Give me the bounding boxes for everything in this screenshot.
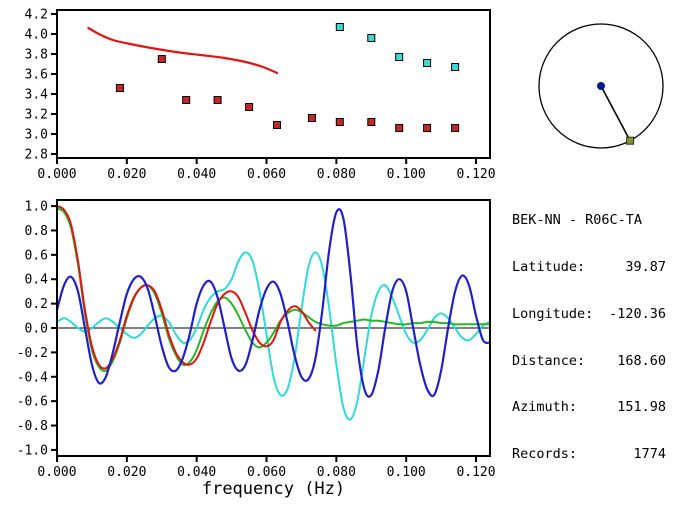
- x-tick-label: 0.000: [37, 465, 76, 480]
- y-tick-label: 0.0: [25, 322, 48, 337]
- series-red-trace: [56, 205, 317, 370]
- series-green-trace: [56, 207, 491, 373]
- y-tick-label: 3.0: [25, 128, 48, 143]
- azimuth-diagram: [538, 23, 664, 149]
- marker-measured-points-red: [335, 118, 344, 126]
- x-tick-label: 0.100: [387, 167, 426, 182]
- y-tick-label: -0.6: [17, 395, 48, 410]
- azimuth-circle: [538, 23, 664, 149]
- latitude-value: 39.87: [625, 258, 666, 275]
- marker-measured-points-red: [213, 96, 222, 104]
- y-tick-label: 3.8: [25, 48, 48, 63]
- longitude-value: -120.36: [609, 305, 666, 322]
- marker-measured-points-red: [423, 124, 432, 132]
- marker-measured-points-red: [245, 103, 254, 111]
- info-row-distance: Distance: 168.60: [512, 352, 666, 370]
- marker-measured-points-cyan: [395, 53, 404, 61]
- x-tick-label: 0.020: [107, 167, 146, 182]
- distance-value: 168.60: [617, 352, 666, 369]
- info-row-longitude: Longitude: -120.36: [512, 305, 666, 323]
- latitude-label: Latitude:: [512, 258, 586, 275]
- y-tick-label: 0.8: [25, 224, 48, 239]
- azimuth-value: 151.98: [617, 399, 666, 416]
- x-tick-label: 0.040: [177, 167, 216, 182]
- marker-measured-points-red: [395, 124, 404, 132]
- info-row-azimuth: Azimuth: 151.98: [512, 400, 666, 416]
- marker-measured-points-cyan: [367, 34, 376, 42]
- longitude-label: Longitude:: [512, 305, 594, 322]
- y-tick-label: 1.0: [25, 200, 48, 215]
- distance-label: Distance:: [512, 352, 586, 369]
- marker-measured-points-red: [273, 121, 281, 129]
- y-tick-label: 0.6: [25, 248, 48, 263]
- marker-measured-points-red: [307, 114, 316, 122]
- marker-measured-points-cyan: [335, 23, 344, 31]
- x-axis-title: frequency (Hz): [202, 479, 345, 499]
- reference-station-dot: [597, 82, 605, 90]
- marker-measured-points-red: [115, 84, 124, 92]
- x-tick-label: 0.000: [37, 167, 76, 182]
- y-tick-label: 0.2: [25, 297, 48, 312]
- azimuth-line: [600, 85, 631, 142]
- marker-measured-points-cyan: [423, 59, 432, 67]
- plot-frame: [56, 9, 491, 159]
- x-tick-label: 0.060: [247, 167, 286, 182]
- y-tick-label: 3.6: [25, 68, 48, 83]
- azimuth-label: Azimuth:: [512, 399, 578, 416]
- station-info: BEK-NN - R06C-TA Latitude: 39.87 Longitu…: [512, 182, 666, 494]
- y-tick-label: -0.8: [17, 419, 48, 434]
- marker-measured-points-cyan: [451, 63, 460, 71]
- x-tick-label: 0.100: [387, 465, 426, 480]
- waveform-chart: 0.000 0.020 0.040 0.060 0.080 0.100 0.120 1.0 0.…: [17, 199, 496, 499]
- y-tick-label: 0.4: [25, 273, 49, 288]
- y-tick-label: 4.0: [25, 28, 48, 43]
- x-tick-label: 0.040: [177, 465, 216, 480]
- marker-measured-points-red: [367, 118, 376, 126]
- y-tick-label: -0.4: [17, 370, 48, 385]
- series-cyan-trace: [56, 251, 491, 421]
- y-tick-label: -0.2: [17, 346, 48, 361]
- target-station-marker: [626, 136, 635, 145]
- x-tick-label: 0.080: [317, 167, 356, 182]
- x-tick-label: 0.020: [107, 465, 146, 480]
- y-tick-label: 4.2: [25, 8, 48, 23]
- y-tick-label: 2.8: [25, 148, 48, 163]
- x-tick-label: 0.120: [456, 167, 495, 182]
- y-tick-label: 3.4: [25, 88, 49, 103]
- records-label: Records:: [512, 446, 578, 463]
- x-tick-label: 0.120: [456, 465, 495, 480]
- x-tick-label: 0.060: [247, 465, 286, 480]
- station-pair-title: BEK-NN - R06C-TA: [512, 212, 643, 229]
- dispersion-chart: 0.000 0.020 0.040 0.060 0.080 0.100 0.120 2.8 3.…: [25, 8, 496, 183]
- info-row-latitude: Latitude: 39.87: [512, 258, 666, 276]
- records-value: 1774: [633, 446, 666, 463]
- marker-measured-points-red: [157, 55, 166, 63]
- x-tick-label: 0.080: [317, 465, 356, 480]
- marker-measured-points-red: [182, 96, 191, 104]
- marker-measured-points-red: [451, 124, 460, 132]
- series-reference-dispersion-curve: [87, 26, 279, 75]
- plot-frame: [56, 199, 491, 457]
- info-row-records: Records: 1774: [512, 446, 666, 463]
- y-tick-label: -1.0: [17, 443, 48, 458]
- y-tick-label: 3.2: [25, 108, 48, 123]
- series-blue-trace: [55, 208, 492, 398]
